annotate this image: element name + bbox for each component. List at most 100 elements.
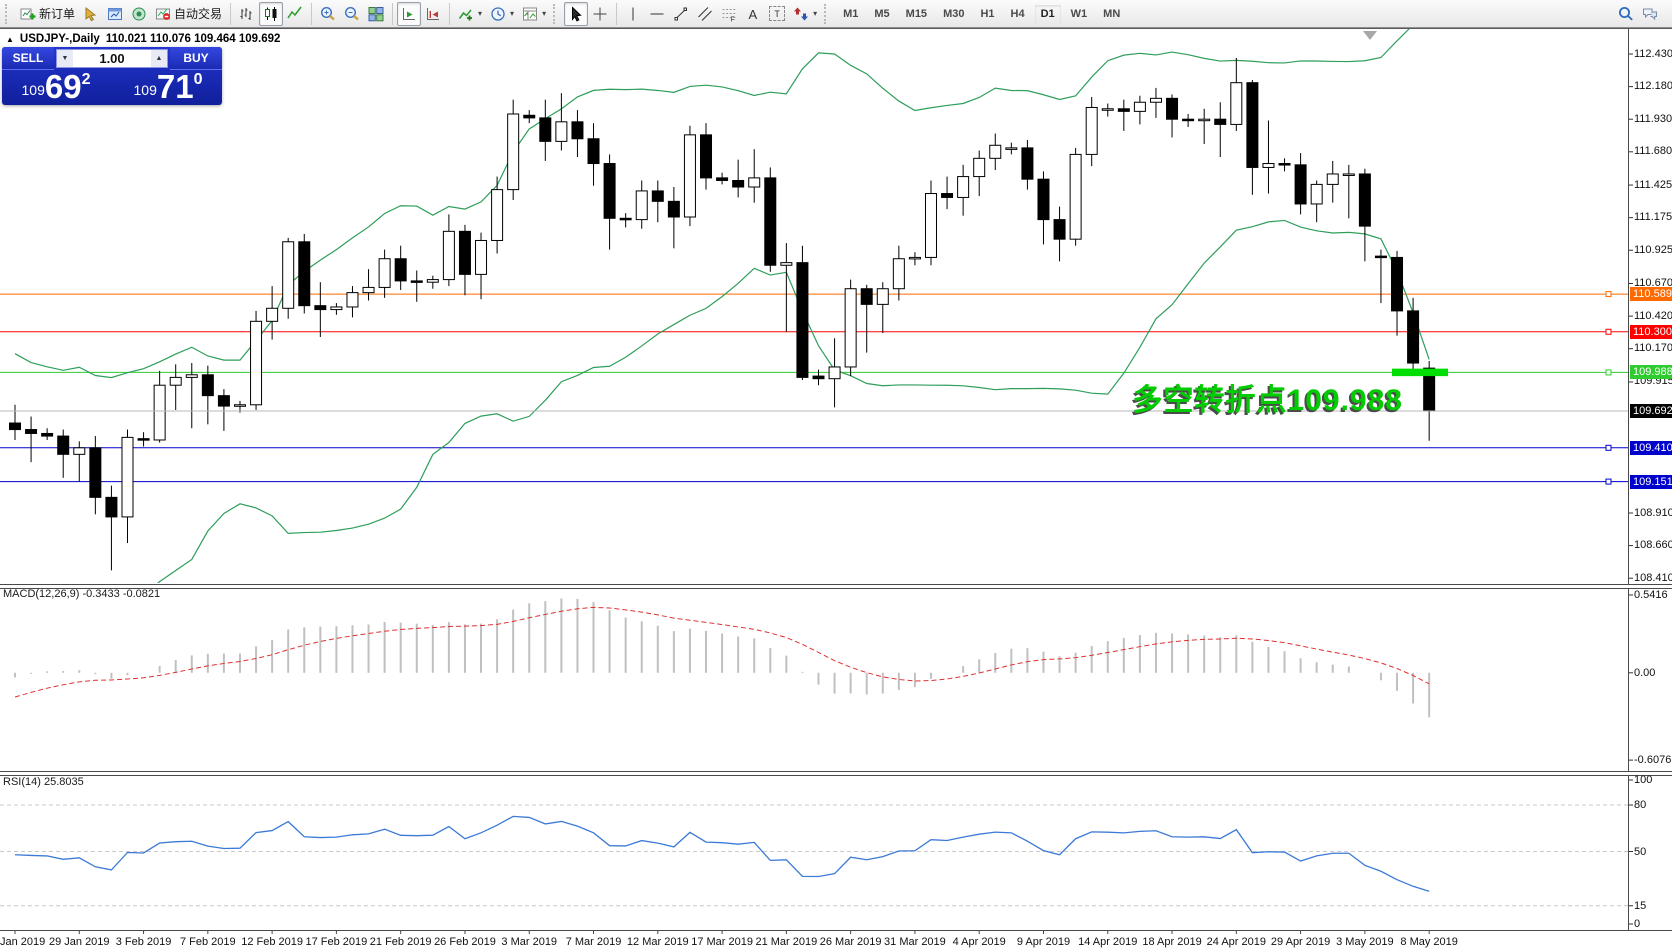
rsi-axis-label: 0 bbox=[1634, 918, 1641, 930]
buy-price-main: 109 bbox=[133, 82, 157, 98]
timeframe-m1[interactable]: M1 bbox=[836, 4, 865, 24]
channel-button[interactable] bbox=[693, 2, 717, 26]
search-button[interactable] bbox=[1614, 2, 1638, 26]
fibonacci-button[interactable]: F bbox=[717, 2, 741, 26]
trendline-button[interactable] bbox=[669, 2, 693, 26]
cursor-button[interactable] bbox=[564, 1, 589, 26]
date-axis-label: 17 Feb 2019 bbox=[305, 936, 368, 948]
macd-axis-label: 0.00 bbox=[1634, 666, 1656, 679]
ohlc-values: 110.021 110.076 109.464 109.692 bbox=[105, 33, 281, 45]
timeframe-group: M1 M5 M15 M30 H1 H4 D1 W1 MN bbox=[835, 4, 1128, 24]
vertical-line-button[interactable] bbox=[621, 2, 645, 26]
indicators-icon bbox=[458, 9, 473, 20]
svg-text:F: F bbox=[731, 16, 735, 22]
timeframe-m15[interactable]: M15 bbox=[899, 4, 934, 24]
sell-price[interactable]: 109 69 2 bbox=[2, 67, 110, 105]
chart-shift-button[interactable] bbox=[421, 2, 445, 26]
text-icon: A bbox=[749, 7, 758, 22]
price-axis-label: 110.420 bbox=[1634, 309, 1672, 322]
tile-windows-button[interactable] bbox=[364, 2, 388, 26]
rsi-axis-label: 50 bbox=[1634, 845, 1647, 858]
timeframe-d1[interactable]: D1 bbox=[1034, 4, 1062, 24]
timeframe-h4[interactable]: H4 bbox=[1004, 4, 1032, 24]
chat-button[interactable] bbox=[1638, 2, 1662, 26]
rsi-axis-label: 15 bbox=[1634, 899, 1647, 912]
price-axis-label: 111.930 bbox=[1634, 112, 1672, 125]
macd-label: MACD(12,26,9) -0.3433 -0.0821 bbox=[3, 588, 161, 600]
price-badge: 109.410 bbox=[1630, 440, 1672, 455]
buy-button[interactable]: BUY bbox=[170, 47, 222, 70]
timeframe-h1[interactable]: H1 bbox=[973, 4, 1001, 24]
sell-button[interactable]: SELL bbox=[2, 47, 54, 70]
crosshair-button[interactable] bbox=[588, 2, 612, 26]
pane-separator-rsi[interactable] bbox=[0, 771, 1672, 776]
autotrading-button[interactable]: 自动交易 bbox=[151, 2, 226, 26]
price-badge: 110.300 bbox=[1630, 324, 1672, 339]
pane-separator-macd[interactable] bbox=[0, 584, 1672, 589]
line-chart-button[interactable] bbox=[283, 2, 307, 26]
date-axis-label: 12 Mar 2019 bbox=[626, 936, 689, 948]
volume-increase-button[interactable]: ▲ bbox=[151, 50, 167, 67]
price-axis-label: 111.175 bbox=[1634, 211, 1672, 224]
sell-price-pip: 2 bbox=[81, 71, 91, 88]
date-axis-line bbox=[0, 930, 1672, 931]
periods-button[interactable]: ▾ bbox=[486, 2, 518, 26]
price-axis-label: 112.180 bbox=[1634, 80, 1672, 93]
zoom-out-button[interactable] bbox=[340, 2, 364, 26]
templates-icon bbox=[523, 7, 538, 20]
date-axis-label: 18 Apr 2019 bbox=[1142, 936, 1202, 948]
chevron-down-icon: ▾ bbox=[542, 9, 547, 18]
rsi-axis-label: 100 bbox=[1634, 774, 1653, 786]
toolbar-grip bbox=[824, 3, 830, 24]
text-label-button[interactable]: T bbox=[765, 2, 789, 26]
annotation-text[interactable]: 多空转折点109.988 bbox=[1132, 384, 1403, 417]
candlestick-chart-icon bbox=[265, 6, 277, 21]
price-axis-line bbox=[1628, 29, 1629, 930]
sell-price-big: 69 bbox=[44, 67, 82, 105]
chart-window[interactable] bbox=[0, 28, 1672, 951]
collapse-icon[interactable]: ▲ bbox=[6, 34, 14, 44]
clock-icon bbox=[491, 6, 505, 21]
timeframe-mn[interactable]: MN bbox=[1096, 4, 1127, 24]
date-axis-label: 24 Apr 2019 bbox=[1206, 936, 1266, 948]
price-axis-label: 108.410 bbox=[1634, 571, 1672, 584]
timeframe-m5[interactable]: M5 bbox=[867, 4, 896, 24]
rsi-axis-label: 80 bbox=[1634, 799, 1647, 811]
tile-windows-icon bbox=[368, 6, 384, 21]
horizontal-line-icon bbox=[650, 13, 664, 14]
search-icon bbox=[1619, 6, 1633, 20]
cursor-icon bbox=[572, 5, 582, 21]
price-badge: 109.692 bbox=[1630, 404, 1672, 419]
auto-scroll-icon bbox=[403, 7, 416, 20]
new-order-button[interactable]: 新订单 bbox=[16, 2, 79, 26]
date-axis-label: 14 Apr 2019 bbox=[1078, 936, 1138, 948]
timeframe-m30[interactable]: M30 bbox=[936, 4, 971, 24]
community-button[interactable] bbox=[127, 2, 151, 26]
new-order-label: 新订单 bbox=[39, 7, 76, 21]
auto-scroll-button[interactable] bbox=[397, 1, 422, 26]
buy-price[interactable]: 109 71 0 bbox=[114, 67, 222, 105]
price-axis-label: 108.660 bbox=[1634, 539, 1672, 552]
date-axis-label: 17 Mar 2019 bbox=[691, 936, 753, 948]
buy-price-big: 71 bbox=[156, 67, 194, 105]
sell-price-main: 109 bbox=[21, 82, 45, 98]
new-order-icon bbox=[20, 8, 36, 19]
indicators-button[interactable]: ▾ bbox=[454, 2, 486, 26]
templates-button[interactable]: ▾ bbox=[518, 2, 550, 26]
arrows-button[interactable]: ▾ bbox=[789, 2, 821, 26]
zoom-in-icon bbox=[321, 6, 335, 20]
symbol-period-label: USDJPY-,Daily bbox=[19, 33, 100, 45]
autotrading-label: 自动交易 bbox=[174, 7, 223, 21]
chart-window-button[interactable] bbox=[103, 2, 127, 26]
volume-decrease-button[interactable]: ▼ bbox=[57, 50, 73, 67]
candlestick-chart-button[interactable] bbox=[259, 1, 284, 26]
chart-title: ▲ USDJPY-,Daily 110.021 110.076 109.464 … bbox=[6, 33, 280, 45]
zoom-in-button[interactable] bbox=[316, 2, 340, 26]
bar-chart-button[interactable] bbox=[235, 2, 259, 26]
timeframe-w1[interactable]: W1 bbox=[1064, 4, 1095, 24]
volume-input[interactable] bbox=[73, 50, 151, 67]
chevron-down-icon: ▾ bbox=[478, 9, 483, 18]
pointer-tool-button[interactable] bbox=[79, 2, 103, 26]
text-tool-button[interactable]: A bbox=[741, 2, 765, 26]
horizontal-line-button[interactable] bbox=[645, 2, 669, 26]
